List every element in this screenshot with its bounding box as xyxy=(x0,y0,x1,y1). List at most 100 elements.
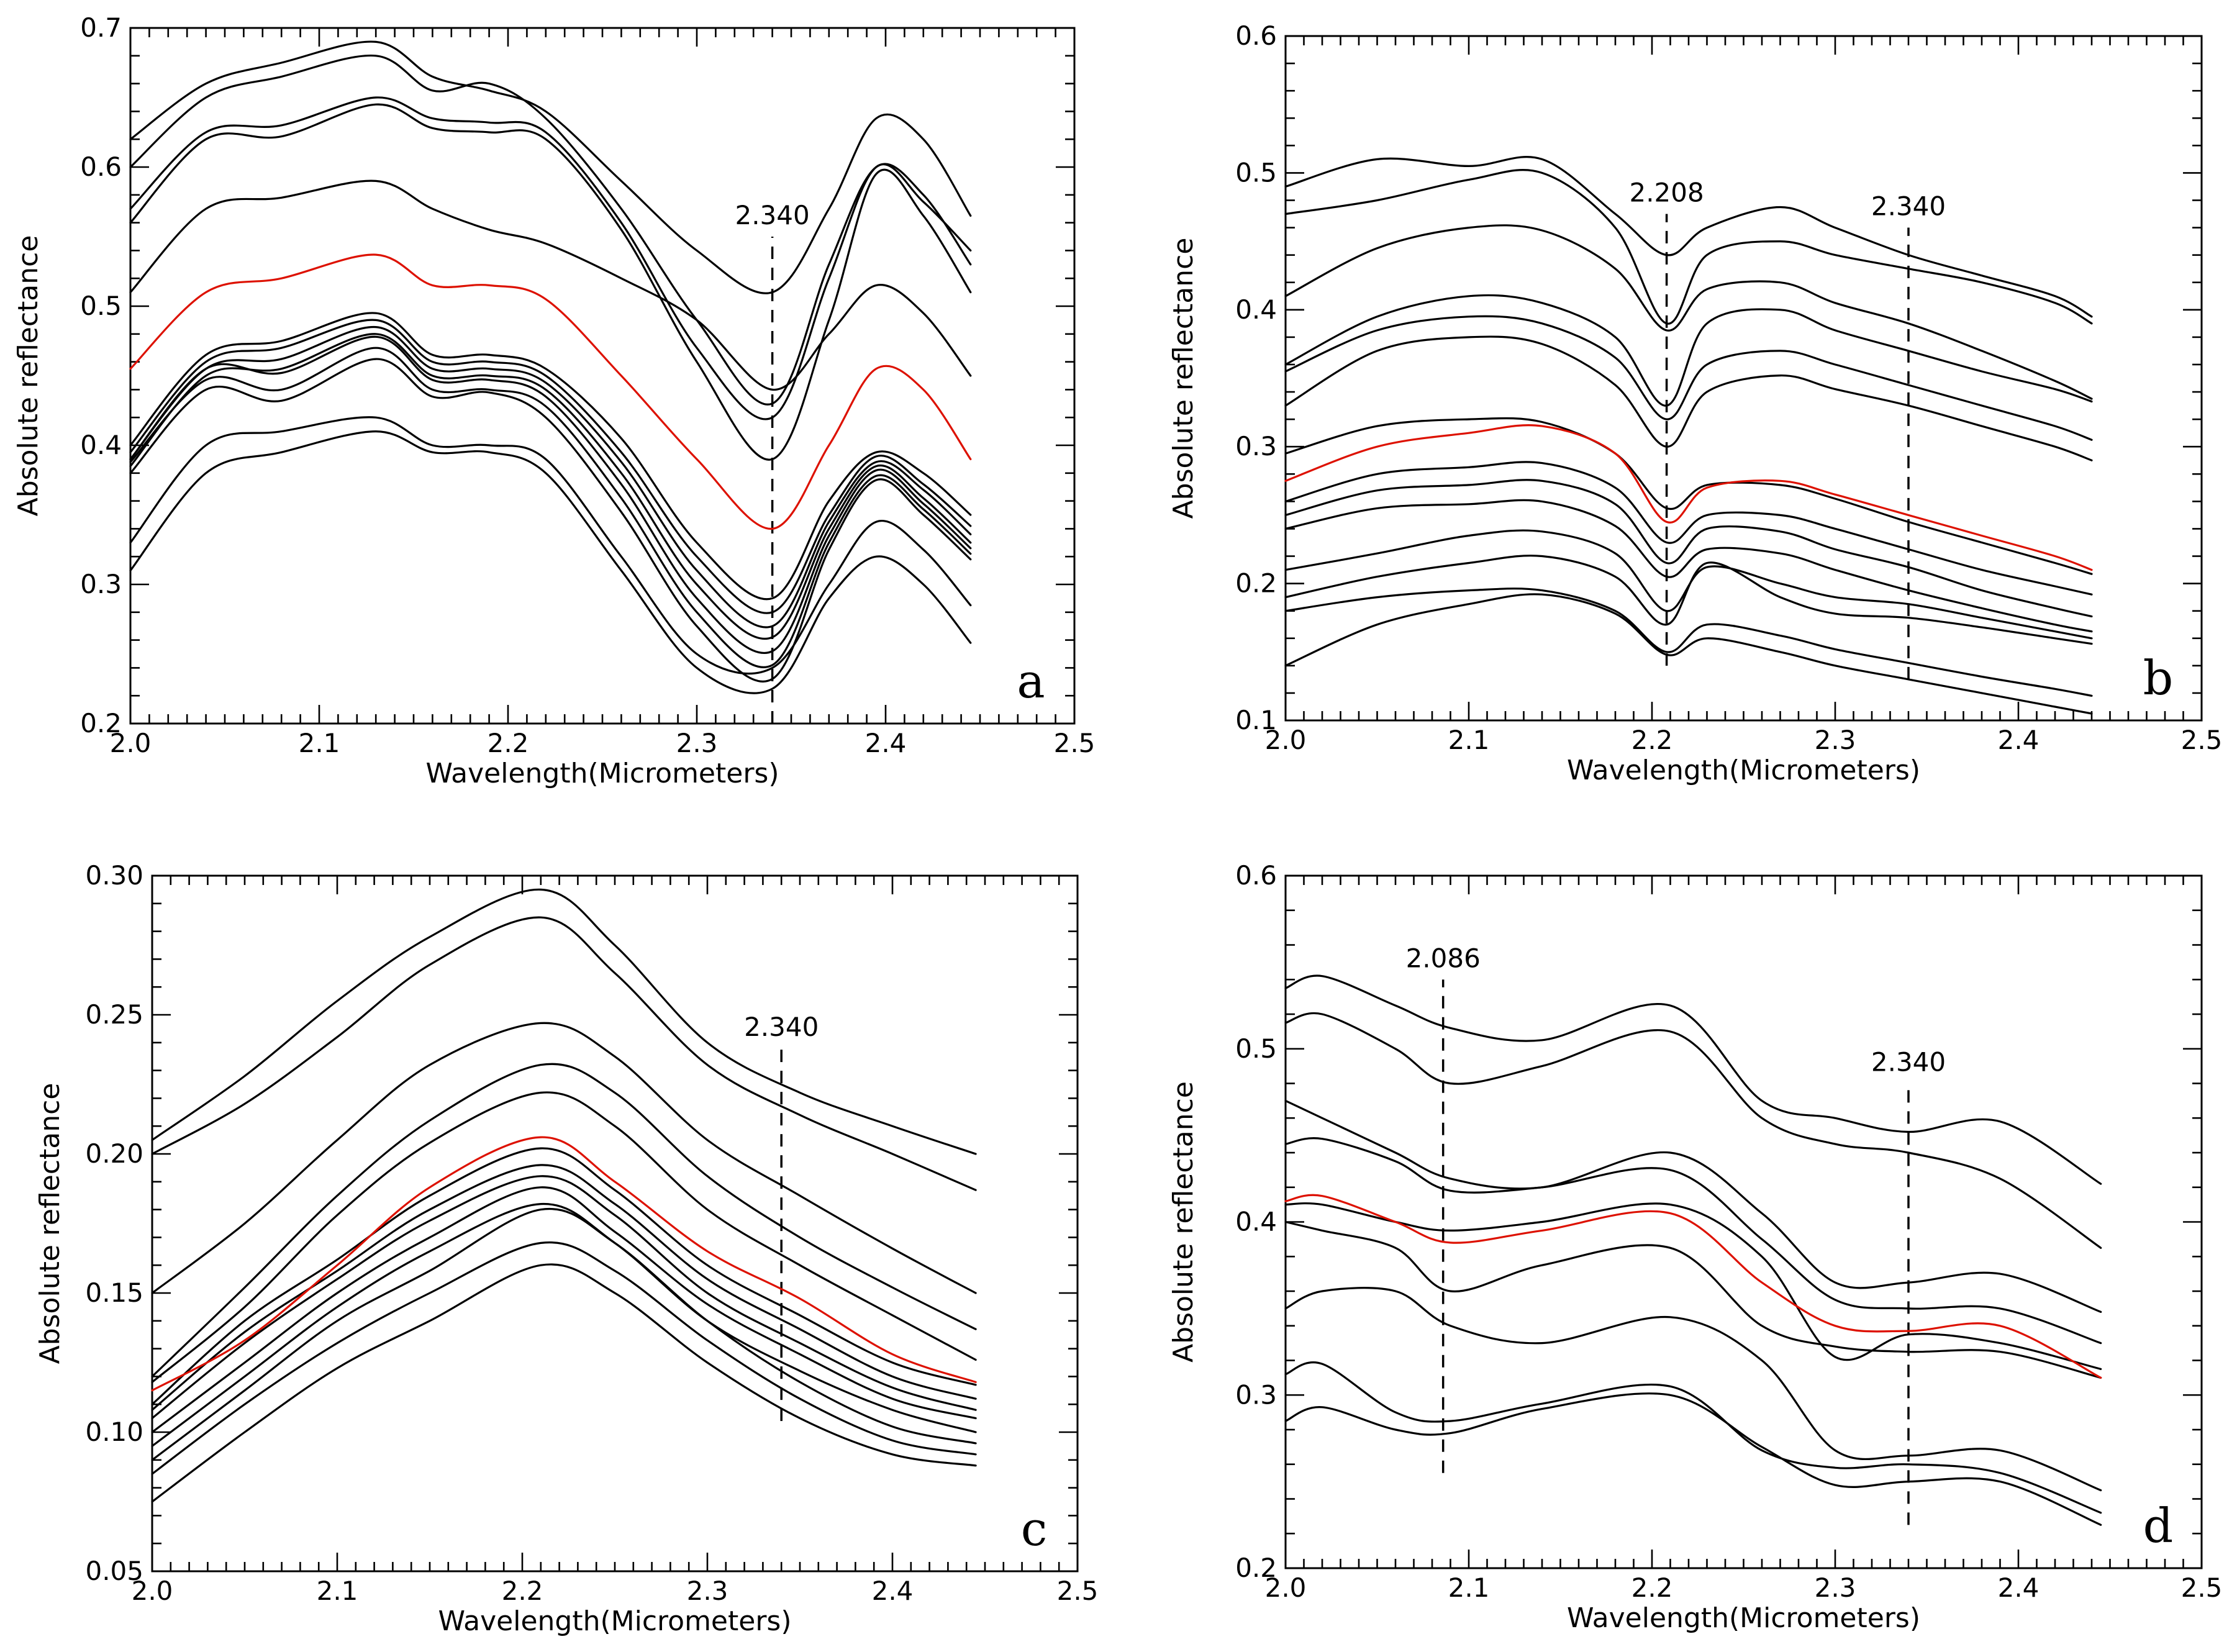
series-line xyxy=(129,347,972,669)
y-tick-label: 0.5 xyxy=(80,291,122,321)
x-tick-label: 2.4 xyxy=(1998,1573,2040,1603)
reference-line-label: 2.086 xyxy=(1406,943,1481,973)
reference-line-label: 2.340 xyxy=(1871,191,1946,222)
series-line xyxy=(129,253,972,530)
series-line xyxy=(1284,974,2102,1185)
x-tick-label: 2.4 xyxy=(1998,725,2040,755)
y-axis-title: Absolute reflectance xyxy=(1168,238,1199,519)
series-line xyxy=(1284,315,2093,441)
x-tick-label: 2.3 xyxy=(1815,1573,1856,1603)
y-tick-label: 0.15 xyxy=(85,1278,143,1308)
series-line xyxy=(1284,479,2093,618)
series-line xyxy=(129,312,972,601)
series-line xyxy=(1284,1137,2102,1345)
series-line xyxy=(151,1263,977,1503)
y-tick-label: 0.2 xyxy=(1235,568,1277,599)
series-line xyxy=(1284,1361,2102,1514)
series-line xyxy=(1284,224,2093,400)
series-line xyxy=(1284,1392,2102,1526)
series-line xyxy=(129,54,972,406)
y-tick-label: 0.2 xyxy=(1235,1553,1277,1583)
x-axis-title: Wavelength(Micrometers) xyxy=(425,758,779,789)
x-axis-title: Wavelength(Micrometers) xyxy=(438,1605,791,1637)
series-line xyxy=(1284,169,2093,325)
series-line xyxy=(1284,1012,2102,1249)
series-line xyxy=(151,1022,977,1294)
y-tick-label: 0.5 xyxy=(1235,157,1277,188)
x-tick-label: 2.2 xyxy=(502,1576,543,1606)
reference-line-label: 2.340 xyxy=(744,1012,819,1042)
series-line xyxy=(1284,1099,2102,1313)
series-line xyxy=(1284,156,2093,318)
series-line xyxy=(129,40,972,294)
series-line xyxy=(1284,424,2093,571)
series-line xyxy=(1284,588,2093,697)
series-line xyxy=(151,1175,977,1420)
series-line xyxy=(1284,1220,2102,1379)
series-line xyxy=(151,1091,977,1383)
panel-c: 2.0 2.1 2.2 2.3 2.4 2.5 0.05 0.10 0.15 0.20 0.25 0.… xyxy=(34,860,1098,1637)
plot-frame xyxy=(151,874,1079,1573)
x-tick-label: 2.3 xyxy=(1815,725,1856,755)
x-axis-title: Wavelength(Micrometers) xyxy=(1567,755,1920,786)
series-line xyxy=(1284,1194,2102,1379)
series-line xyxy=(129,335,972,655)
series-line xyxy=(129,325,972,629)
plot-frame xyxy=(129,27,1076,725)
x-tick-label: 2.5 xyxy=(2181,1573,2223,1603)
x-tick-label: 2.1 xyxy=(317,1576,358,1606)
x-tick-label: 2.5 xyxy=(1054,728,1096,758)
y-tick-label: 0.4 xyxy=(1235,1207,1277,1237)
series-line xyxy=(151,1063,977,1377)
panel-letter: a xyxy=(1017,653,1045,709)
x-tick-label: 2.2 xyxy=(1631,725,1673,755)
x-tick-label: 2.0 xyxy=(110,728,152,758)
y-tick-label: 0.3 xyxy=(80,569,122,599)
x-tick-label: 2.1 xyxy=(1448,725,1490,755)
y-tick-label: 0.6 xyxy=(1235,860,1277,891)
series-line xyxy=(129,333,972,640)
series-line xyxy=(151,1136,977,1392)
series-line xyxy=(129,103,972,461)
series-line xyxy=(1284,335,2093,461)
x-axis-title: Wavelength(Micrometers) xyxy=(1567,1602,1920,1634)
x-tick-label: 2.4 xyxy=(865,728,907,758)
panel-a: 2.0 2.1 2.2 2.3 2.4 2.5 0.2 0.3 0.4 0.5 0.6 0.7 Wave… xyxy=(12,12,1095,789)
panel-letter: b xyxy=(2143,650,2174,706)
series-line xyxy=(129,319,972,614)
series-line xyxy=(1284,529,2093,640)
y-axis-title: Absolute reflectance xyxy=(1168,1081,1199,1363)
panel-d: 2.0 2.1 2.2 2.3 2.4 2.5 0.2 0.3 0.4 0.5 0.6 Wavelen… xyxy=(1168,860,2222,1634)
panel-letter: d xyxy=(2143,1498,2174,1553)
panel-b: 2.0 2.1 2.2 2.3 2.4 2.5 0.1 0.2 0.3 0.4 0.5 0.6 Wave… xyxy=(1168,20,2222,786)
series-line xyxy=(129,358,972,683)
series-line xyxy=(129,179,972,391)
y-tick-label: 0.20 xyxy=(85,1138,143,1169)
x-tick-label: 2.4 xyxy=(872,1576,914,1606)
series-line xyxy=(1284,593,2093,715)
reference-line-label: 2.340 xyxy=(1871,1047,1946,1078)
series-line xyxy=(151,1147,977,1405)
y-axis-title: Absolute reflectance xyxy=(12,235,44,517)
y-tick-label: 0.05 xyxy=(85,1556,143,1586)
series-line xyxy=(151,916,977,1191)
reference-line-label: 2.208 xyxy=(1629,178,1704,208)
x-tick-label: 2.5 xyxy=(2181,725,2223,755)
x-tick-label: 2.1 xyxy=(1448,1573,1490,1603)
series-line xyxy=(129,416,972,675)
series-line xyxy=(1284,461,2093,596)
reference-line-label: 2.340 xyxy=(735,200,809,230)
y-tick-label: 0.6 xyxy=(80,152,122,182)
series-line xyxy=(1284,1287,2102,1492)
series-line xyxy=(1284,499,2093,633)
y-tick-label: 0.2 xyxy=(80,708,122,738)
y-tick-label: 0.5 xyxy=(1235,1033,1277,1064)
series-line xyxy=(1284,294,2093,407)
panel-letter: c xyxy=(1021,1501,1048,1556)
x-tick-label: 2.3 xyxy=(676,728,718,758)
series-line xyxy=(129,96,972,420)
x-tick-label: 2.0 xyxy=(132,1576,173,1606)
y-tick-label: 0.4 xyxy=(1235,294,1277,325)
y-tick-label: 0.25 xyxy=(85,999,143,1030)
series-line xyxy=(1284,417,2093,575)
